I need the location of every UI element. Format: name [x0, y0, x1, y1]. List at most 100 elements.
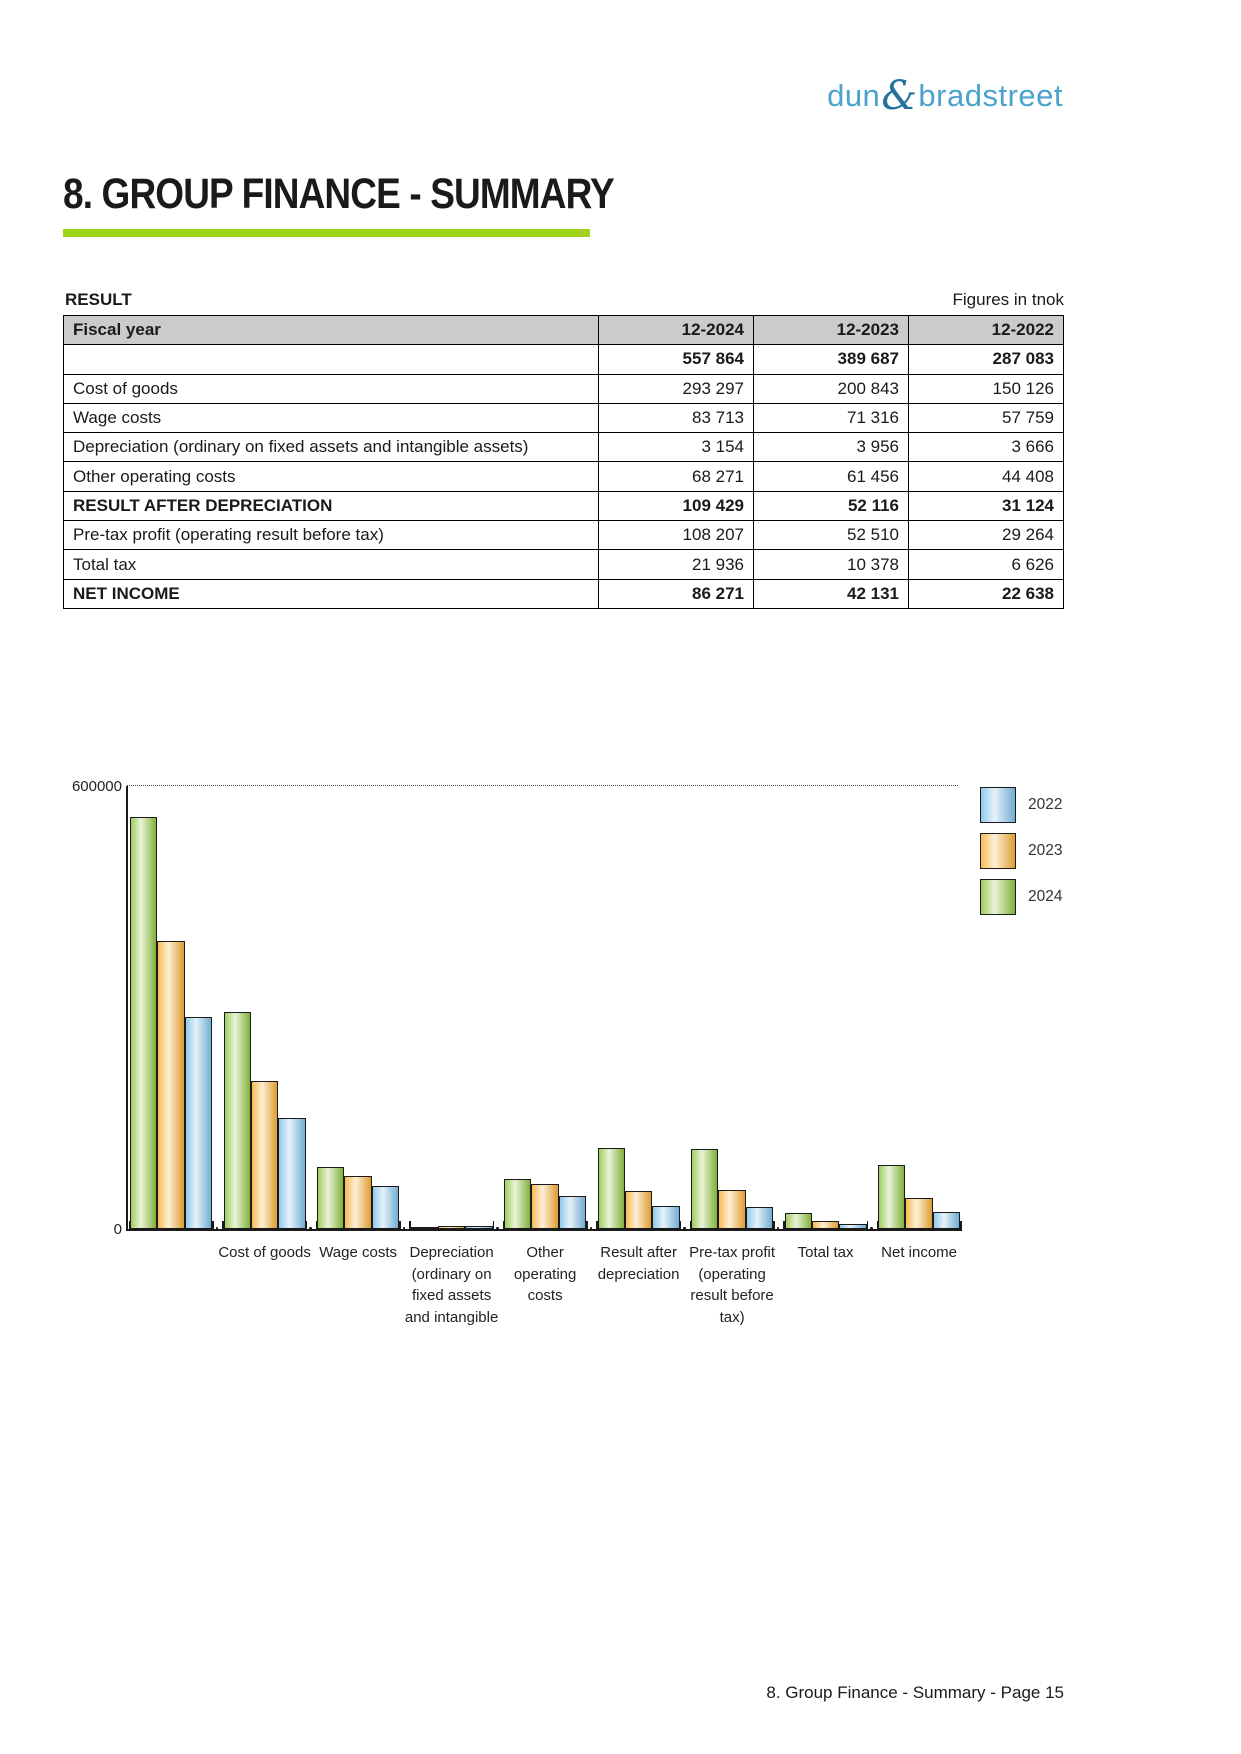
- bar-2024: [130, 817, 158, 1229]
- x-axis-tick: [502, 1221, 504, 1230]
- category-label: Other operating costs: [513, 1244, 577, 1304]
- x-axis-dot: [309, 1227, 312, 1230]
- row-label: Pre-tax profit (operating result before …: [63, 520, 599, 551]
- y-max-label: 600000: [71, 778, 122, 795]
- row-value: 83 713: [598, 402, 754, 434]
- category-label: Depreciation (ordinary on fixed assets a…: [404, 1244, 499, 1326]
- row-value: 42 131: [753, 578, 909, 609]
- bar-2024: [504, 1178, 532, 1229]
- heading-accent-rule: [63, 229, 590, 237]
- x-axis-tick: [305, 1221, 308, 1230]
- x-axis-dot: [496, 1227, 499, 1230]
- page-title: 8. GROUP FINANCE - SUMMARY: [63, 170, 615, 218]
- table-header-row: Fiscal year 12-2024 12-2023 12-2022: [63, 314, 1064, 346]
- row-value: 21 936: [598, 549, 754, 580]
- dnb-logo: dun&bradstreet: [827, 70, 1063, 119]
- bar-2024: [878, 1165, 906, 1229]
- legend-swatch-2023: [980, 833, 1016, 869]
- x-axis-tick: [773, 1221, 775, 1230]
- table-row: Depreciation (ordinary on fixed assets a…: [63, 432, 1064, 463]
- x-axis-tick: [679, 1221, 682, 1230]
- bar-2024: [317, 1167, 345, 1229]
- row-value: 22 638: [908, 578, 1064, 609]
- category-label: Net income: [881, 1244, 958, 1261]
- x-axis-tick: [492, 1221, 495, 1230]
- bar-2024: [597, 1148, 625, 1229]
- x-axis-dot: [215, 1227, 219, 1230]
- chart-y-axis: [126, 786, 128, 1230]
- row-value: 61 456: [753, 461, 909, 492]
- category-label: Total tax: [797, 1244, 854, 1261]
- x-axis-tick: [315, 1221, 317, 1230]
- table-row: NET INCOME 86 271 42 131 22 638: [63, 578, 1064, 609]
- bar-2024: [691, 1149, 719, 1229]
- bar-2022: [932, 1212, 961, 1229]
- bar-2023: [811, 1221, 840, 1229]
- bar-2022: [278, 1118, 306, 1229]
- row-value: 3 956: [753, 432, 909, 463]
- logo-word-bradstreet: bradstreet: [918, 78, 1063, 113]
- bar-2022: [465, 1226, 493, 1229]
- row-label: RESULT AFTER DEPRECIATION: [63, 490, 599, 522]
- x-axis-tick: [689, 1221, 691, 1230]
- row-value: 3 154: [598, 432, 754, 463]
- bar-2023: [437, 1226, 466, 1229]
- x-axis-tick: [960, 1221, 962, 1230]
- row-value: 200 843: [753, 373, 909, 404]
- table-row: Pre-tax profit (operating result before …: [63, 520, 1064, 551]
- row-value: 31 124: [908, 490, 1064, 522]
- row-label: [63, 344, 599, 375]
- row-label: NET INCOME: [63, 578, 599, 609]
- row-label: Depreciation (ordinary on fixed assets a…: [63, 432, 599, 463]
- table-row: RESULT AFTER DEPRECIATION 109 429 52 116 31…: [63, 490, 1064, 522]
- category-label: Wage costs: [319, 1244, 397, 1261]
- category-label: Result after depreciation: [597, 1244, 680, 1283]
- x-axis-tick: [596, 1221, 598, 1230]
- table-row: Other operating costs 68 271 61 456 44 408: [63, 461, 1064, 492]
- result-table: Fiscal year 12-2024 12-2023 12-2022 557 864 3…: [63, 314, 1064, 609]
- bar-2022: [371, 1186, 400, 1229]
- result-section-label: RESULT: [65, 290, 132, 309]
- category-label: Cost of goods: [218, 1244, 311, 1261]
- row-value: 293 297: [598, 373, 754, 404]
- row-value: 557 864: [598, 344, 754, 375]
- row-value: 108 207: [598, 520, 754, 551]
- row-value: 389 687: [753, 344, 909, 375]
- row-value: 57 759: [908, 402, 1064, 434]
- table-row: Wage costs 83 713 71 316 57 759: [63, 402, 1064, 434]
- x-axis-dot: [589, 1227, 593, 1230]
- header-cell-period: 12-2022: [908, 314, 1064, 346]
- row-value: 68 271: [598, 461, 754, 492]
- row-value: 3 666: [908, 432, 1064, 463]
- row-label: Cost of goods: [63, 373, 599, 404]
- bar-2024: [784, 1212, 812, 1229]
- row-value: 109 429: [598, 490, 754, 522]
- table-row: Cost of goods 293 297 200 843 150 126: [63, 373, 1064, 404]
- logo-ampersand-icon: &: [881, 73, 918, 119]
- x-axis-dot: [402, 1227, 406, 1230]
- header-cell-period: 12-2023: [753, 314, 909, 346]
- x-axis-dot: [776, 1227, 780, 1230]
- row-value: 150 126: [908, 373, 1064, 404]
- legend-label: 2022: [1028, 796, 1063, 813]
- row-value: 6 626: [908, 549, 1064, 580]
- bar-2022: [745, 1207, 774, 1229]
- chart-top-gridline: [127, 785, 958, 786]
- x-axis-tick: [128, 1221, 130, 1230]
- row-label: Total tax: [63, 549, 599, 580]
- legend-label: 2024: [1028, 888, 1063, 905]
- x-axis-tick: [212, 1221, 214, 1230]
- row-value: 52 510: [753, 520, 909, 551]
- x-axis-tick: [222, 1221, 224, 1230]
- x-axis-dot: [683, 1227, 686, 1230]
- table-row: Total tax 21 936 10 378 6 626: [63, 549, 1064, 580]
- bar-2023: [531, 1183, 559, 1229]
- table-row: 557 864 389 687 287 083: [63, 344, 1064, 375]
- y-zero-label: 0: [113, 1221, 122, 1238]
- x-axis-tick: [876, 1221, 878, 1230]
- bar-2023: [250, 1080, 279, 1229]
- result-table-wrap: Fiscal year 12-2024 12-2023 12-2022 557 864 3…: [63, 314, 1064, 609]
- units-note: Figures in tnok: [952, 290, 1065, 309]
- row-value: 29 264: [908, 520, 1064, 551]
